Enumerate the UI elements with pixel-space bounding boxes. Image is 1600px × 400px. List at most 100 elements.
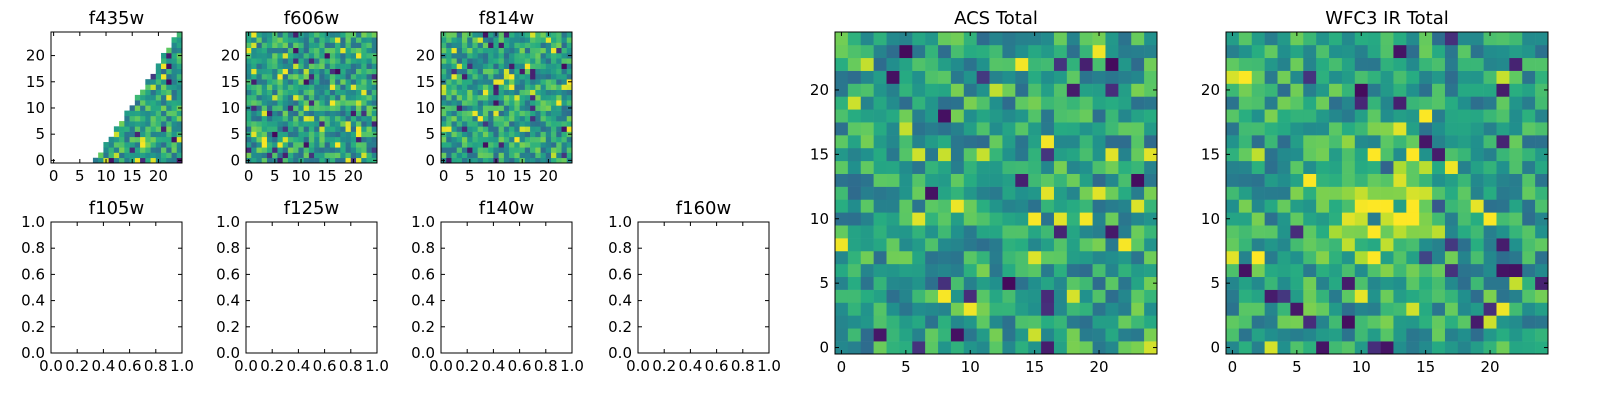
heatmap-cell xyxy=(1290,238,1304,252)
heatmap-cell xyxy=(1457,186,1472,200)
heatmap-cell xyxy=(1053,173,1068,187)
heatmap-cell xyxy=(1509,341,1523,355)
heatmap-cell xyxy=(1367,276,1381,290)
heatmap-cell xyxy=(530,32,536,38)
heatmap-cell xyxy=(873,109,887,123)
heatmap-cell xyxy=(251,47,257,54)
heatmap-cell xyxy=(1380,32,1394,46)
heatmap-cell xyxy=(1290,135,1304,149)
panel-title: f606w xyxy=(284,8,339,29)
heatmap-cell xyxy=(356,68,362,75)
heatmap-cell xyxy=(545,42,552,49)
heatmap-cell xyxy=(1329,122,1343,136)
y-tick-label: 0.0 xyxy=(411,344,435,362)
heatmap-cells xyxy=(835,32,1158,355)
heatmap-cell xyxy=(166,126,172,132)
heatmap-cell xyxy=(319,121,325,127)
heatmap-cell xyxy=(1380,160,1394,174)
heatmap-cell xyxy=(1303,250,1317,265)
heatmap-cell xyxy=(540,147,547,153)
heatmap-cell xyxy=(1509,225,1523,239)
heatmap-cell xyxy=(509,63,515,69)
heatmap-cell xyxy=(545,110,552,117)
heatmap-cell xyxy=(873,276,887,290)
y-tick-label: 0.0 xyxy=(21,344,45,362)
heatmap-cell xyxy=(1238,122,1253,136)
heatmap-cell xyxy=(551,73,557,80)
heatmap-cell xyxy=(472,152,478,159)
heatmap-cell xyxy=(251,152,257,159)
heatmap-cell xyxy=(472,100,478,106)
heatmap-cell xyxy=(366,84,373,90)
heatmap-cell xyxy=(361,142,367,148)
heatmap-cell xyxy=(514,47,520,54)
heatmap-cell xyxy=(1509,289,1523,303)
heatmap-cell xyxy=(277,136,283,143)
heatmap-cell xyxy=(303,100,310,106)
heatmap-cell xyxy=(519,142,526,148)
heatmap-cell xyxy=(277,68,283,75)
heatmap-cell xyxy=(282,68,289,75)
heatmap-cell xyxy=(1290,83,1304,97)
heatmap-cell xyxy=(509,89,515,96)
heatmap-cell xyxy=(1483,341,1497,355)
heatmap-cell xyxy=(324,63,331,69)
heatmap-cell xyxy=(119,131,125,138)
heatmap-cell xyxy=(1118,289,1132,303)
heatmap-cell xyxy=(514,73,520,80)
heatmap-cell xyxy=(482,73,489,80)
heatmap-cell xyxy=(1264,44,1278,59)
heatmap-cell xyxy=(950,263,965,278)
heatmap-cell xyxy=(371,136,378,143)
heatmap-cell xyxy=(1226,32,1240,46)
heatmap-cell xyxy=(287,110,294,117)
heatmap-cell xyxy=(873,225,887,239)
heatmap-cell xyxy=(1444,122,1459,136)
heatmap-cell xyxy=(1444,173,1459,187)
heatmap-cell xyxy=(1522,302,1536,316)
heatmap-cell xyxy=(319,142,325,148)
heatmap-cell xyxy=(1264,109,1278,123)
heatmap-cell xyxy=(145,100,151,106)
heatmap-cell xyxy=(256,47,263,54)
heatmap-cell xyxy=(319,100,325,106)
heatmap-cell xyxy=(540,37,547,43)
heatmap-cell xyxy=(835,328,849,342)
heatmap-cell xyxy=(1092,225,1106,239)
heatmap-cell xyxy=(524,73,531,80)
heatmap-cell xyxy=(545,37,552,43)
x-tick-label: 0.8 xyxy=(339,357,363,375)
heatmap-cell xyxy=(1341,147,1356,162)
heatmap-cell xyxy=(1354,122,1368,136)
heatmap-cell xyxy=(519,100,526,106)
heatmap-cell xyxy=(886,276,900,290)
heatmap-cell xyxy=(1092,302,1106,316)
heatmap-cell xyxy=(1432,135,1446,149)
heatmap-cell xyxy=(366,42,373,49)
heatmap-cell xyxy=(514,94,520,101)
heatmap-cell xyxy=(1066,289,1081,303)
heatmap-cell xyxy=(171,147,178,153)
heatmap-cell xyxy=(1118,225,1132,239)
heatmap-cell xyxy=(535,110,541,117)
heatmap-cell xyxy=(361,100,367,106)
heatmap-cell xyxy=(272,147,278,153)
heatmap-cell xyxy=(1290,302,1304,316)
heatmap-cell xyxy=(1053,186,1068,200)
heatmap-cell xyxy=(477,110,484,117)
heatmap-cell xyxy=(1066,263,1081,278)
heatmap-cell xyxy=(282,94,289,101)
heatmap-cell xyxy=(1105,83,1119,97)
heatmap-cell xyxy=(1406,276,1420,290)
x-tick-label: 0.2 xyxy=(652,357,676,375)
heatmap-cell xyxy=(925,44,939,59)
heatmap-cell xyxy=(899,135,913,149)
heatmap-cell xyxy=(467,94,473,101)
heatmap-cell xyxy=(1470,186,1484,200)
heatmap-cell xyxy=(950,238,965,252)
heatmap-cell xyxy=(1522,70,1536,84)
y-tick-label: 0.4 xyxy=(21,292,45,310)
heatmap-cell xyxy=(1522,32,1536,46)
heatmap-cell xyxy=(446,110,452,117)
